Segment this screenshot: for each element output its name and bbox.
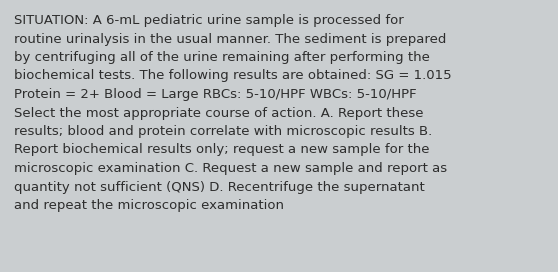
Text: SITUATION: A 6-mL pediatric urine sample is processed for
routine urinalysis in : SITUATION: A 6-mL pediatric urine sample…: [14, 14, 451, 212]
